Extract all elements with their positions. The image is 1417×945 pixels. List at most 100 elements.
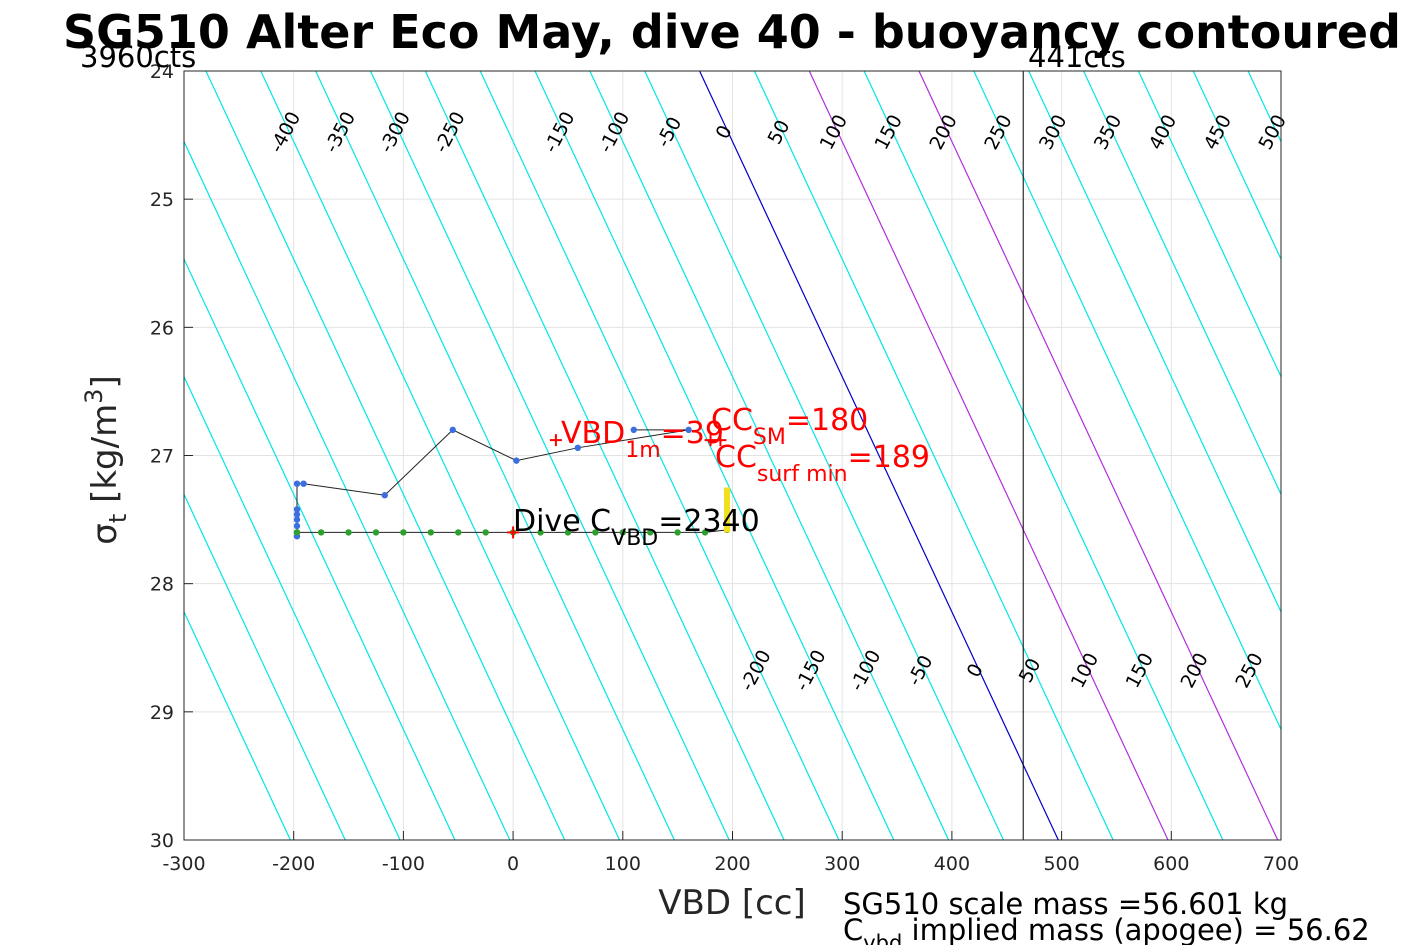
y-tick-label: 30 — [150, 830, 174, 852]
series-point-0 — [293, 480, 301, 487]
series-point-0 — [293, 516, 301, 523]
series-point-0 — [293, 506, 301, 513]
dive-cvbd-prefix: Dive C — [513, 504, 611, 539]
x-tick-label: -100 — [382, 853, 425, 875]
series-point-0 — [630, 426, 637, 434]
contour-line-neg400 — [260, 71, 621, 840]
contour-line-400 — [1137, 71, 1281, 379]
x-axis-label: VBD [cc] — [658, 883, 806, 923]
y-tick-label: 25 — [150, 189, 174, 211]
contour-line-neg50 — [644, 71, 1005, 840]
x-tick-label: 300 — [824, 853, 860, 875]
y-tick-label: 24 — [150, 61, 174, 83]
series-point-0 — [449, 426, 456, 434]
contour-line-100 — [808, 71, 1169, 840]
implied-mass-suffix: implied mass (apogee) = 56.62 — [902, 913, 1369, 945]
cc-sm-prefix: CC — [711, 403, 753, 438]
implied-mass-sub: vbd — [863, 931, 902, 945]
x-tick-label: 700 — [1263, 853, 1299, 875]
series-point-0 — [513, 457, 520, 464]
contour-line-650 — [1413, 71, 1417, 840]
series-point-1 — [455, 529, 462, 536]
cc-sm-value: =180 — [786, 403, 868, 438]
y-tick-label: 28 — [150, 574, 174, 596]
x-tick-label: -200 — [272, 853, 315, 875]
series-point-0 — [685, 426, 692, 434]
marker-plus-1 — [507, 526, 520, 539]
cc-surf-value: =189 — [848, 440, 930, 475]
series-point-1 — [537, 529, 544, 536]
series-point-1 — [400, 529, 407, 536]
x-tick-label: 600 — [1153, 853, 1189, 875]
series-point-1 — [372, 529, 380, 536]
dive-cvbd-value: =2340 — [658, 504, 759, 539]
contour-line-neg350 — [315, 71, 675, 840]
cc-sm-annotation: CCSM=180 — [711, 403, 868, 450]
contour-line-neg450 — [205, 71, 566, 840]
vbd-1m-prefix: VBD — [561, 416, 625, 451]
series-point-1 — [619, 529, 626, 536]
x-tick-label: 400 — [934, 853, 970, 875]
series-point-1 — [345, 529, 352, 536]
cc-surf-prefix: CC — [715, 440, 757, 475]
series-point-1 — [564, 529, 572, 536]
contour-line-250 — [973, 71, 1281, 731]
contour-line-neg100 — [589, 71, 950, 840]
y-tick-label: 27 — [150, 446, 174, 468]
axis-ticks: -300 -200 -100 0 100 200 300 400 500 600 700 24 25 26… — [150, 61, 1299, 875]
contour-line-200 — [918, 71, 1279, 840]
implied-mass-prefix: C — [843, 913, 863, 945]
contour-line-neg700 — [184, 610, 291, 840]
series-point-0 — [574, 444, 582, 452]
series-point-0 — [293, 511, 301, 518]
contour-line-neg550 — [184, 257, 456, 840]
y-tick-label: 26 — [150, 317, 174, 339]
y-tick-label: 29 — [150, 702, 174, 724]
marker-plus-0 — [549, 434, 562, 447]
vbd-1m-sub: 1m — [625, 438, 660, 463]
dive-series — [293, 426, 731, 540]
contour-line-50 — [753, 71, 1114, 840]
contour-line-450 — [1192, 71, 1281, 261]
contour-line-neg200 — [479, 71, 840, 840]
cc-sm-sub: SM — [753, 425, 786, 450]
contour-line-350 — [1082, 71, 1281, 496]
y-axis-label-close: ] — [85, 375, 125, 388]
x-tick-label: 100 — [605, 853, 641, 875]
dive-cvbd-annotation: Dive CVBD=2340 — [513, 504, 760, 551]
series-point-1 — [592, 529, 599, 536]
x-tick-label: 0 — [507, 853, 519, 875]
series-point-1 — [674, 529, 681, 536]
contour-line-neg600 — [184, 375, 401, 840]
y-axis-label: σt [kg/m3] — [80, 375, 132, 544]
contour-line-neg650 — [184, 492, 346, 840]
chart-title: SG510 Alter Eco May, dive 40 - buoyancy … — [63, 5, 1401, 59]
contour-line-neg300 — [369, 71, 730, 840]
vbd-1m-value: =39 — [661, 416, 724, 451]
contour-line-0 — [699, 71, 1059, 840]
series-point-0 — [381, 492, 388, 499]
series-point-1 — [647, 529, 654, 536]
x-tick-label: -300 — [162, 853, 205, 875]
y-axis-label-unit: [kg/m — [85, 404, 125, 514]
series-point-1 — [701, 529, 709, 536]
y-axis-label-sub: t — [104, 514, 132, 523]
vbd-1m-annotation: VBD1m=39 — [561, 416, 724, 463]
dive-cvbd-sub: VBD — [611, 526, 658, 551]
cc-surf-sub: surf min — [757, 462, 848, 487]
contour-line-550 — [1303, 71, 1417, 840]
cc-surf-annotation: CCsurf min=189 — [715, 440, 930, 487]
markers — [507, 434, 727, 539]
series-point-1 — [293, 529, 301, 536]
scale-mass-text: SG510 scale mass =56.601 kg — [843, 887, 1288, 921]
series-point-1 — [482, 529, 489, 536]
x-tick-label: 200 — [714, 853, 750, 875]
implied-mass-text: Cvbd implied mass (apogee) = 56.62 — [843, 913, 1370, 945]
contour-line-neg250 — [424, 71, 785, 840]
x-tick-label: 500 — [1043, 853, 1079, 875]
series-point-0 — [300, 480, 307, 487]
buoyancy-contours — [184, 71, 1417, 840]
marker-plus-3 — [714, 434, 727, 447]
contour-line-neg150 — [534, 71, 895, 840]
